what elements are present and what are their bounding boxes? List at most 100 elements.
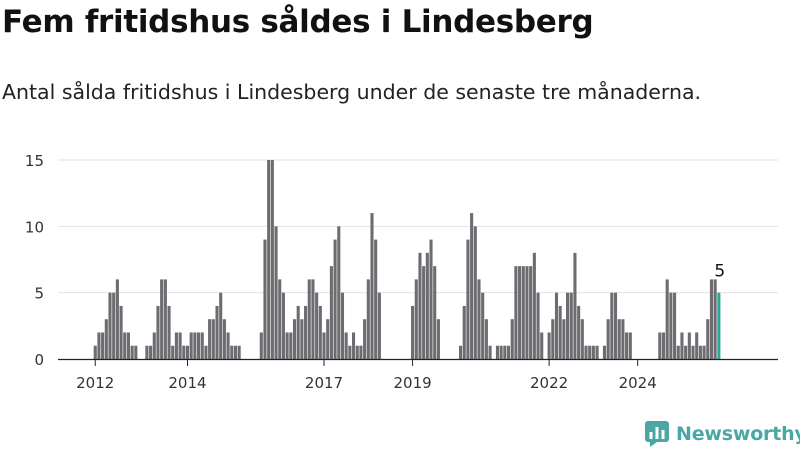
bar <box>182 345 186 359</box>
bar <box>499 345 503 359</box>
bar <box>178 332 182 359</box>
bar <box>591 345 595 359</box>
bar <box>119 305 123 359</box>
bar <box>658 332 662 359</box>
bar <box>344 332 348 359</box>
bar <box>300 319 304 359</box>
bar <box>547 332 551 359</box>
bar <box>222 319 226 359</box>
bar <box>418 252 422 359</box>
bar <box>304 305 308 359</box>
bar <box>329 266 333 359</box>
bar <box>160 279 164 359</box>
bar <box>628 332 632 359</box>
bar <box>459 345 463 359</box>
bar <box>315 292 319 359</box>
bar <box>481 292 485 359</box>
bar <box>525 266 529 359</box>
bar <box>130 345 134 359</box>
bar <box>673 292 677 359</box>
bar <box>270 160 274 359</box>
bar <box>348 345 352 359</box>
bar <box>580 319 584 359</box>
bar <box>429 239 433 359</box>
bar <box>377 292 381 359</box>
bar <box>551 319 555 359</box>
bar <box>296 305 300 359</box>
bar <box>573 252 577 359</box>
bar <box>425 252 429 359</box>
highlight-bar <box>717 292 721 359</box>
bar <box>370 213 374 359</box>
bar <box>470 213 474 359</box>
bar <box>680 332 684 359</box>
x-tick-label: 2022 <box>530 374 568 392</box>
bar <box>108 292 112 359</box>
bar <box>281 292 285 359</box>
bars <box>93 160 721 359</box>
bar <box>208 319 212 359</box>
bar <box>112 292 116 359</box>
bar <box>374 239 378 359</box>
grid-lines <box>58 159 778 294</box>
bar <box>466 239 470 359</box>
bar <box>285 332 289 359</box>
bar <box>669 292 673 359</box>
bar <box>495 345 499 359</box>
bar <box>197 332 201 359</box>
bar <box>219 292 223 359</box>
highlight-value-label: 5 <box>714 262 725 282</box>
x-tick-label: 2014 <box>168 374 206 392</box>
bar <box>185 345 190 359</box>
bar <box>521 266 525 359</box>
bar <box>621 319 625 359</box>
bar <box>145 345 149 359</box>
bar <box>278 279 282 359</box>
bar <box>267 160 271 359</box>
bar <box>149 345 153 359</box>
bar <box>422 266 426 359</box>
bar <box>506 345 511 359</box>
bar <box>595 345 599 359</box>
bar <box>174 332 178 359</box>
bar <box>340 292 345 359</box>
bar <box>200 332 204 359</box>
newsworthy-chart-icon <box>645 421 669 447</box>
bar <box>554 292 559 359</box>
bar <box>569 292 573 359</box>
bar <box>698 345 702 359</box>
x-tick-label: 2019 <box>393 374 431 392</box>
bar <box>584 345 588 359</box>
bar <box>233 345 238 359</box>
bar <box>436 319 440 359</box>
bar <box>163 279 167 359</box>
x-tick-label: 2017 <box>305 374 343 392</box>
y-tick-label: 10 <box>25 218 44 236</box>
bar <box>263 239 267 359</box>
bar <box>322 332 326 359</box>
bar <box>363 319 367 359</box>
bar <box>337 226 341 359</box>
bar <box>665 279 669 359</box>
bar <box>617 319 621 359</box>
bar <box>126 332 130 359</box>
bar <box>292 319 297 359</box>
bar <box>540 332 544 359</box>
bar <box>326 319 330 359</box>
bar <box>676 345 680 359</box>
bar <box>189 332 193 359</box>
bar <box>706 319 710 359</box>
bar <box>123 332 127 359</box>
bar <box>562 319 566 359</box>
chart-subtitle: Antal sålda fritidshus i Lindesberg unde… <box>2 80 702 104</box>
bar <box>588 345 592 359</box>
bar <box>433 266 437 359</box>
bar <box>713 279 717 359</box>
bar <box>318 305 322 359</box>
bar <box>606 319 610 359</box>
newsworthy-logo: Newsworthy <box>645 420 800 448</box>
bar <box>355 345 359 359</box>
y-tick-label: 5 <box>34 285 44 303</box>
bar <box>366 279 370 359</box>
bar <box>514 266 518 359</box>
